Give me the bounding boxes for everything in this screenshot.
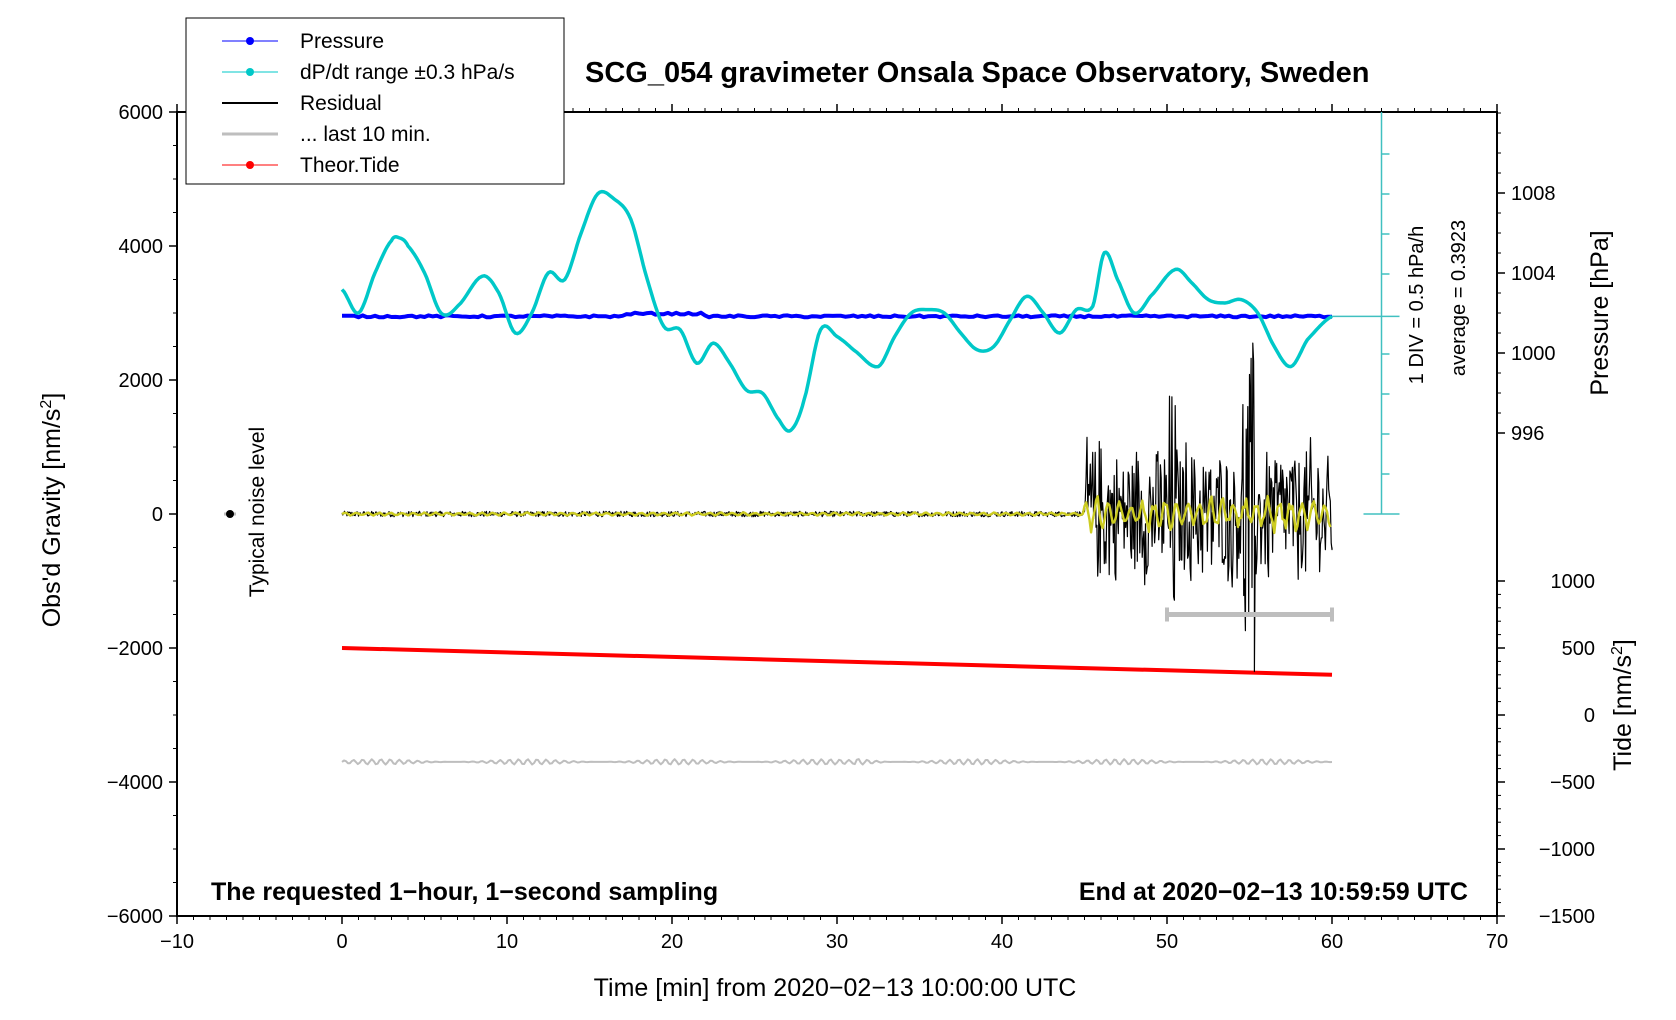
pressure-average-label: average = 0.3923 — [1448, 220, 1470, 376]
ticks-layer: −10 0 10 20 30 40 50 60 70 6000 4000 2000 0 −2000 −400… — [107, 102, 1595, 953]
note-sampling: The requested 1−hour, 1−second sampling — [211, 878, 718, 906]
tide-tick-label: 500 — [1562, 638, 1595, 660]
plot-frame — [176, 111, 1498, 917]
y-tick-label: 0 — [152, 504, 163, 526]
legend-label: dP/dt range ±0.3 hPa/s — [300, 61, 515, 84]
tide-tick-label: 1000 — [1551, 571, 1596, 593]
legend-box — [185, 17, 565, 185]
y-tick-label: −2000 — [107, 638, 163, 660]
x-tick-label: 40 — [991, 931, 1013, 953]
legend-label: ... last 10 min. — [300, 123, 431, 146]
y-axis-title-pressure: Pressure [hPa] — [1586, 230, 1614, 395]
pressure-tick-label: 1004 — [1511, 263, 1556, 285]
x-tick-label: 60 — [1321, 931, 1343, 953]
y-tick-label: 2000 — [119, 370, 164, 392]
tide-tick-label: −1500 — [1539, 906, 1595, 928]
noise-level-dot — [226, 510, 234, 518]
legend-label: Residual — [300, 92, 382, 115]
tide-tick-label: −1000 — [1539, 839, 1595, 861]
pressure-tick-label: 996 — [1511, 423, 1544, 445]
tide-series-line — [341, 646, 1333, 677]
x-tick-label: 20 — [661, 931, 683, 953]
x-axis-title: Time [min] from 2020−02−13 10:00:00 UTC — [594, 974, 1077, 1002]
y-axis-title-tide: Tide [nm/s2] — [1609, 639, 1637, 771]
pressure-scale-label: 1 DIV = 0.5 hPa/h — [1406, 226, 1428, 384]
legend: Pressure dP/dt range ±0.3 hPa/s Residual..… — [222, 30, 515, 177]
residual-series-line — [341, 342, 1333, 673]
y-tick-label: 4000 — [119, 236, 164, 258]
x-tick-label: 30 — [826, 931, 848, 953]
dpdt-series-line — [340, 189, 1333, 433]
series-layer — [340, 189, 1334, 766]
pressure-series-line — [342, 310, 1332, 320]
tide-tick-label: −500 — [1550, 772, 1595, 794]
y-axis-title-left: Obs'd Gravity [nm/s2] — [38, 393, 66, 628]
legend-label: Theor.Tide — [300, 154, 400, 177]
legend-marker — [246, 37, 254, 45]
pressure-tick-label: 1008 — [1511, 183, 1556, 205]
x-tick-label: 70 — [1486, 931, 1508, 953]
chart-title: SCG_054 gravimeter Onsala Space Observat… — [585, 57, 1369, 89]
pressure-tick-label: 1000 — [1511, 343, 1556, 365]
tide-tick-label: 0 — [1584, 705, 1595, 727]
legend-marker — [246, 68, 254, 76]
legend-marker — [246, 161, 254, 169]
y-tick-label: −6000 — [107, 906, 163, 928]
noise-level-label: Typical noise level — [246, 427, 269, 597]
filtered-residual-line — [341, 494, 1332, 535]
noise-series-line — [341, 758, 1333, 766]
note-end-time: End at 2020−02−13 10:59:59 UTC — [1079, 878, 1468, 906]
x-tick-label: −10 — [160, 931, 194, 953]
x-tick-label: 50 — [1156, 931, 1178, 953]
pressure-scale-bar — [1332, 112, 1400, 515]
x-tick-label: 0 — [336, 931, 347, 953]
x-tick-label: 10 — [496, 931, 518, 953]
y-tick-label: 6000 — [119, 102, 164, 124]
y-tick-label: −4000 — [107, 772, 163, 794]
legend-label: Pressure — [300, 30, 384, 53]
